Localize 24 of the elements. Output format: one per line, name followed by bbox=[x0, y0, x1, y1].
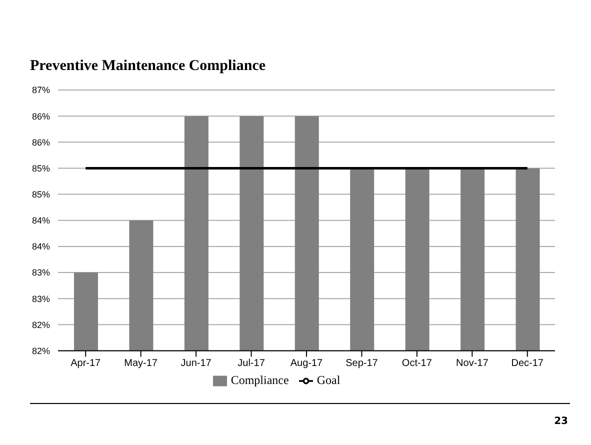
x-tick-label: Oct-17 bbox=[402, 358, 432, 369]
y-tick-label: 87% bbox=[32, 85, 50, 96]
x-tick-label: Jun-17 bbox=[180, 358, 212, 369]
legend-label: Compliance bbox=[230, 372, 289, 387]
x-tick-label: Aug-17 bbox=[290, 358, 324, 369]
y-tick-label: 86% bbox=[32, 137, 50, 148]
chart-title: Preventive Maintenance Compliance bbox=[30, 58, 266, 75]
legend-label: Goal bbox=[316, 372, 340, 387]
y-tick-label: 86% bbox=[32, 111, 50, 122]
y-tick-label: 82% bbox=[32, 320, 50, 330]
x-tick-label: May-17 bbox=[124, 358, 158, 369]
y-tick-label: 84% bbox=[32, 242, 50, 252]
y-tick-label: 83% bbox=[32, 294, 50, 304]
x-tick-label: Nov-17 bbox=[456, 358, 489, 369]
y-tick-label: 84% bbox=[32, 216, 50, 226]
y-tick-label: 83% bbox=[32, 268, 50, 278]
x-tick-label: Sep-17 bbox=[346, 358, 378, 369]
x-tick-label: Dec-17 bbox=[511, 358, 544, 369]
y-tick-label: 82% bbox=[32, 346, 50, 356]
x-tick-label: Jul-17 bbox=[238, 358, 266, 369]
x-tick-label: Apr-17 bbox=[70, 358, 102, 369]
y-tick-label: 85% bbox=[32, 189, 50, 200]
y-tick-label: 85% bbox=[32, 163, 50, 174]
text: 23 bbox=[554, 416, 568, 427]
